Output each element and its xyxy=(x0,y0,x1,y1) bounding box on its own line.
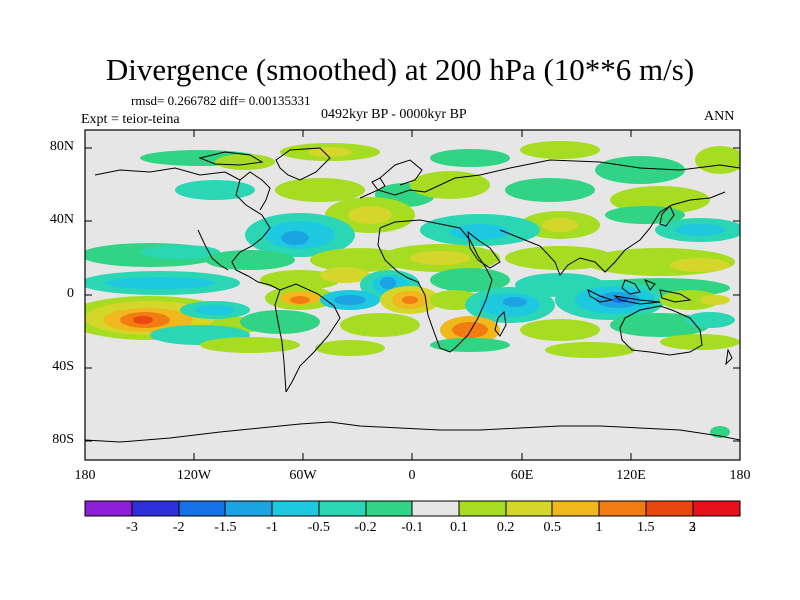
lon-label: 0 xyxy=(408,468,416,483)
colorbar-label: 0.1 xyxy=(450,520,468,535)
colorbar-swatch xyxy=(318,500,367,517)
colorbar-label: 1.5 xyxy=(636,520,655,535)
colorbar-label: -3 xyxy=(126,520,138,535)
colorbar xyxy=(84,500,741,517)
colorbar-label: 1 xyxy=(595,520,603,535)
colorbar-swatch xyxy=(458,500,507,517)
colorbar-swatch xyxy=(598,500,647,517)
lat-label: 40S xyxy=(52,359,74,374)
colorbar-swatch xyxy=(411,500,460,517)
lon-label: 60E xyxy=(510,468,534,483)
colorbar-swatch xyxy=(645,500,694,517)
lat-label: 0 xyxy=(67,286,74,301)
colorbar-label: -1 xyxy=(266,520,278,535)
axis-ticks xyxy=(84,130,741,460)
experiment-label: Expt = teior-teina xyxy=(81,112,180,127)
colorbar-label: 0.2 xyxy=(496,520,515,535)
colorbar-label: -1.5 xyxy=(214,520,237,535)
rmsd-diff-stats: rmsd= 0.266782 diff= 0.00135331 xyxy=(131,93,311,108)
coastlines xyxy=(85,147,740,443)
lon-label: 180 xyxy=(74,468,96,483)
colorbar-swatch xyxy=(131,500,180,517)
lon-label: 120W xyxy=(176,468,212,483)
colorbar-swatch xyxy=(692,500,741,517)
colorbar-swatch xyxy=(178,500,226,517)
colorbar-swatch xyxy=(271,500,320,517)
colorbar-swatch xyxy=(505,500,553,517)
lat-label: 40N xyxy=(49,212,74,227)
colorbar-label: 2 xyxy=(688,520,696,535)
colorbar-label: -0.1 xyxy=(401,520,424,535)
plot-title: Divergence (smoothed) at 200 hPa (10**6 … xyxy=(105,52,695,87)
lon-label: 180 xyxy=(729,468,751,483)
colorbar-label: -0.2 xyxy=(354,520,377,535)
colorbar-label: -2 xyxy=(172,520,185,535)
lat-label: 80N xyxy=(49,139,74,154)
lat-label: 80S xyxy=(52,432,74,447)
lon-label: 60W xyxy=(289,468,317,483)
colorbar-label-extra: 3 xyxy=(688,520,696,535)
season-label: ANN xyxy=(704,109,735,124)
colorbar-swatch xyxy=(551,500,600,517)
colorbar-label: 0.5 xyxy=(543,520,562,535)
colorbar-swatch xyxy=(84,500,133,517)
lon-label: 120E xyxy=(616,468,646,483)
time-period-label: 0492kyr BP - 0000kyr BP xyxy=(321,107,467,122)
colorbar-swatch xyxy=(224,500,273,517)
colorbar-swatch xyxy=(365,500,413,517)
colorbar-label: -0.5 xyxy=(307,520,330,535)
